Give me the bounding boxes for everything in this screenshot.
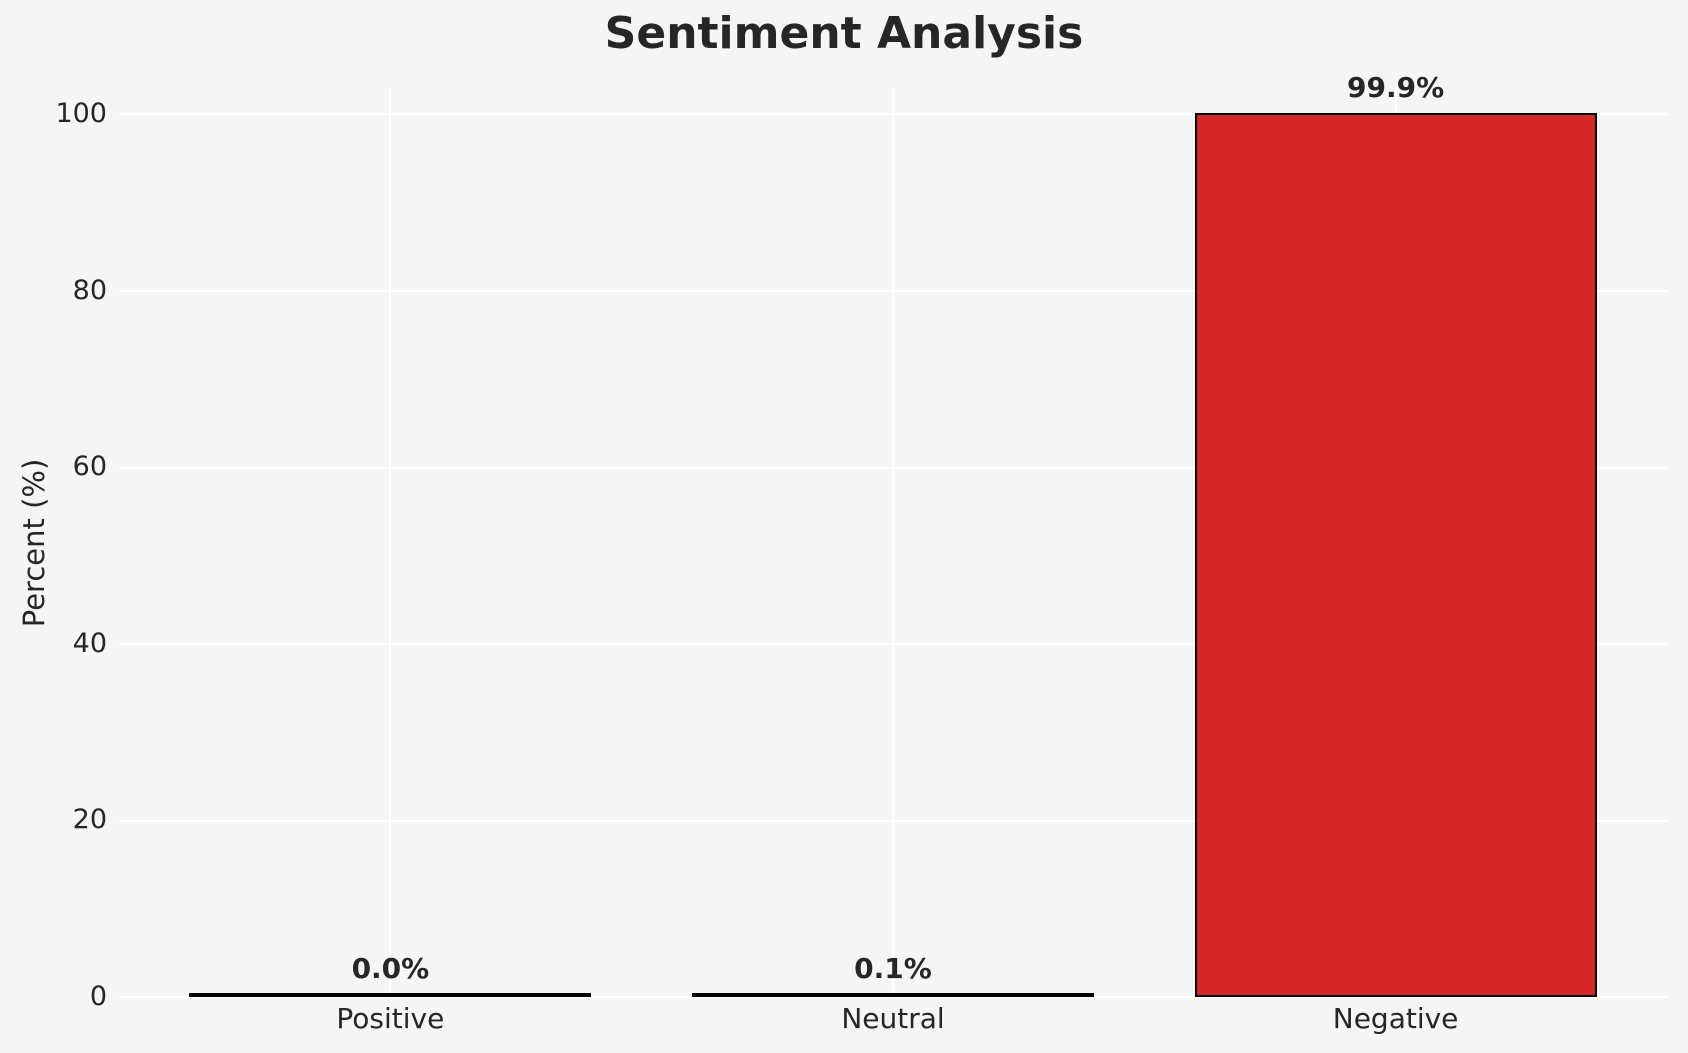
y-tick-label: 20: [72, 804, 107, 836]
bar-positive: [189, 993, 591, 997]
x-tick-label: Positive: [336, 1002, 445, 1035]
gridline-horizontal: [119, 996, 1667, 998]
gridline-vertical: [389, 88, 392, 997]
x-tick-label: Negative: [1332, 1002, 1459, 1035]
y-tick-label: 80: [72, 274, 107, 306]
gridline-vertical: [892, 88, 894, 997]
plot-area: 0.0% 0.1% 99.9%: [119, 71, 1667, 998]
x-tick-label: Neutral: [841, 1002, 945, 1035]
bar-negative: [1195, 113, 1597, 997]
y-tick-label: 60: [72, 451, 107, 483]
bar-neutral: [692, 993, 1094, 997]
y-tick-label: 0: [89, 981, 107, 1012]
y-tick-label: 40: [72, 627, 107, 659]
bar-value-label: 0.1%: [854, 952, 932, 985]
chart-title: Sentiment Analysis: [604, 8, 1084, 59]
bar-value-label: 99.9%: [1347, 71, 1445, 104]
bar-value-label: 0.0%: [351, 952, 430, 985]
y-tick-label: 100: [55, 98, 107, 130]
